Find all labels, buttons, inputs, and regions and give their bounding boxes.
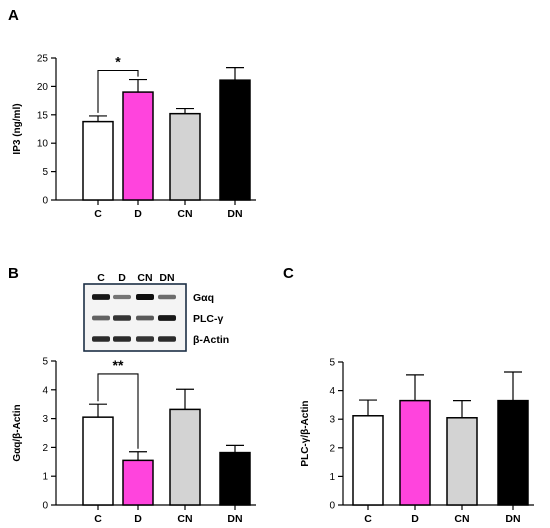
blot-band bbox=[92, 294, 110, 300]
x-tick-label: DN bbox=[227, 513, 242, 525]
blot-band bbox=[158, 336, 176, 342]
blot-band bbox=[113, 315, 131, 321]
y-tick-label: 2 bbox=[42, 443, 48, 454]
panel-label-c: C bbox=[283, 265, 294, 282]
y-tick-label: 0 bbox=[42, 196, 48, 207]
y-tick-label: 1 bbox=[329, 472, 335, 483]
blot-band bbox=[136, 294, 154, 300]
x-tick-label: C bbox=[94, 208, 102, 220]
blot-row-label: Gαq bbox=[193, 292, 214, 304]
blot-band bbox=[113, 336, 131, 342]
bar-dn bbox=[219, 79, 251, 201]
western-blot-inset: C D CN DN Gαq PLC-γ β-Actin bbox=[83, 272, 229, 352]
y-axis-title: IP3 (ng/ml) bbox=[12, 103, 23, 154]
y-tick-label: 3 bbox=[329, 415, 335, 426]
bar-c bbox=[82, 416, 114, 506]
bar-cn bbox=[169, 112, 201, 201]
y-tick-label: 20 bbox=[37, 82, 49, 93]
blot-band bbox=[136, 336, 154, 342]
significance-label: ** bbox=[113, 357, 124, 373]
significance-bracket bbox=[97, 373, 139, 449]
y-tick-label: 0 bbox=[42, 501, 48, 512]
significance-label: * bbox=[115, 53, 121, 69]
y-tick-label: 4 bbox=[329, 386, 335, 397]
blot-row-label: PLC-γ bbox=[193, 313, 223, 325]
bar-cn bbox=[446, 417, 478, 506]
y-tick-label: 5 bbox=[42, 357, 48, 368]
panel-label-a: A bbox=[8, 7, 19, 24]
bar-c bbox=[352, 415, 384, 506]
blot-band bbox=[113, 294, 131, 300]
bar-dn bbox=[219, 451, 251, 506]
blot-lane-label: DN bbox=[159, 272, 174, 284]
bar-dn bbox=[497, 399, 529, 506]
blot-lane-label: CN bbox=[137, 272, 152, 284]
x-tick-label: DN bbox=[505, 513, 520, 525]
y-tick-label: 5 bbox=[42, 167, 48, 178]
y-tick-label: 4 bbox=[42, 385, 48, 396]
x-tick-label: CN bbox=[454, 513, 469, 525]
y-axis-title: Gαq/β-Actin bbox=[12, 404, 23, 461]
blot-row-label: β-Actin bbox=[193, 334, 229, 346]
bar-d bbox=[122, 91, 154, 201]
chart-panel-b: 0 1 2 3 4 5 Gαq/β-Actin C D CN DN ** bbox=[12, 357, 256, 525]
y-tick-label: 15 bbox=[37, 110, 49, 121]
blot-lane-label: C bbox=[97, 272, 105, 284]
x-tick-label: CN bbox=[177, 513, 192, 525]
y-tick-label: 5 bbox=[329, 358, 335, 369]
y-tick-label: 1 bbox=[42, 472, 48, 483]
y-tick-label: 0 bbox=[329, 501, 335, 512]
bar-d bbox=[399, 399, 431, 506]
panel-label-b: B bbox=[8, 265, 19, 282]
x-tick-label: C bbox=[364, 513, 372, 525]
y-tick-label: 2 bbox=[329, 443, 335, 454]
x-tick-label: C bbox=[94, 513, 102, 525]
significance-bracket bbox=[97, 69, 139, 113]
blot-band bbox=[92, 315, 110, 321]
x-tick-label: D bbox=[134, 208, 142, 220]
x-tick-label: D bbox=[134, 513, 142, 525]
chart-panel-a: 0 5 10 15 20 25 IP3 (ng/ml) C D CN DN * bbox=[12, 53, 256, 220]
bar-c bbox=[82, 120, 114, 201]
blot-band bbox=[92, 336, 110, 342]
bar-cn bbox=[169, 408, 201, 506]
y-axis-title: PLC-γ/β-Actin bbox=[300, 400, 311, 466]
blot-band bbox=[136, 315, 154, 321]
blot-band bbox=[158, 315, 176, 321]
blot-lane-label: D bbox=[118, 272, 126, 284]
x-tick-label: D bbox=[411, 513, 419, 525]
x-tick-label: DN bbox=[227, 208, 242, 220]
y-tick-label: 3 bbox=[42, 414, 48, 425]
x-tick-label: CN bbox=[177, 208, 192, 220]
blot-band bbox=[158, 294, 176, 300]
y-tick-label: 10 bbox=[37, 139, 49, 150]
bar-d bbox=[122, 459, 154, 506]
y-tick-label: 25 bbox=[37, 54, 49, 65]
chart-panel-c: 0 1 2 3 4 5 PLC-γ/β-Actin C D CN DN bbox=[300, 358, 534, 525]
